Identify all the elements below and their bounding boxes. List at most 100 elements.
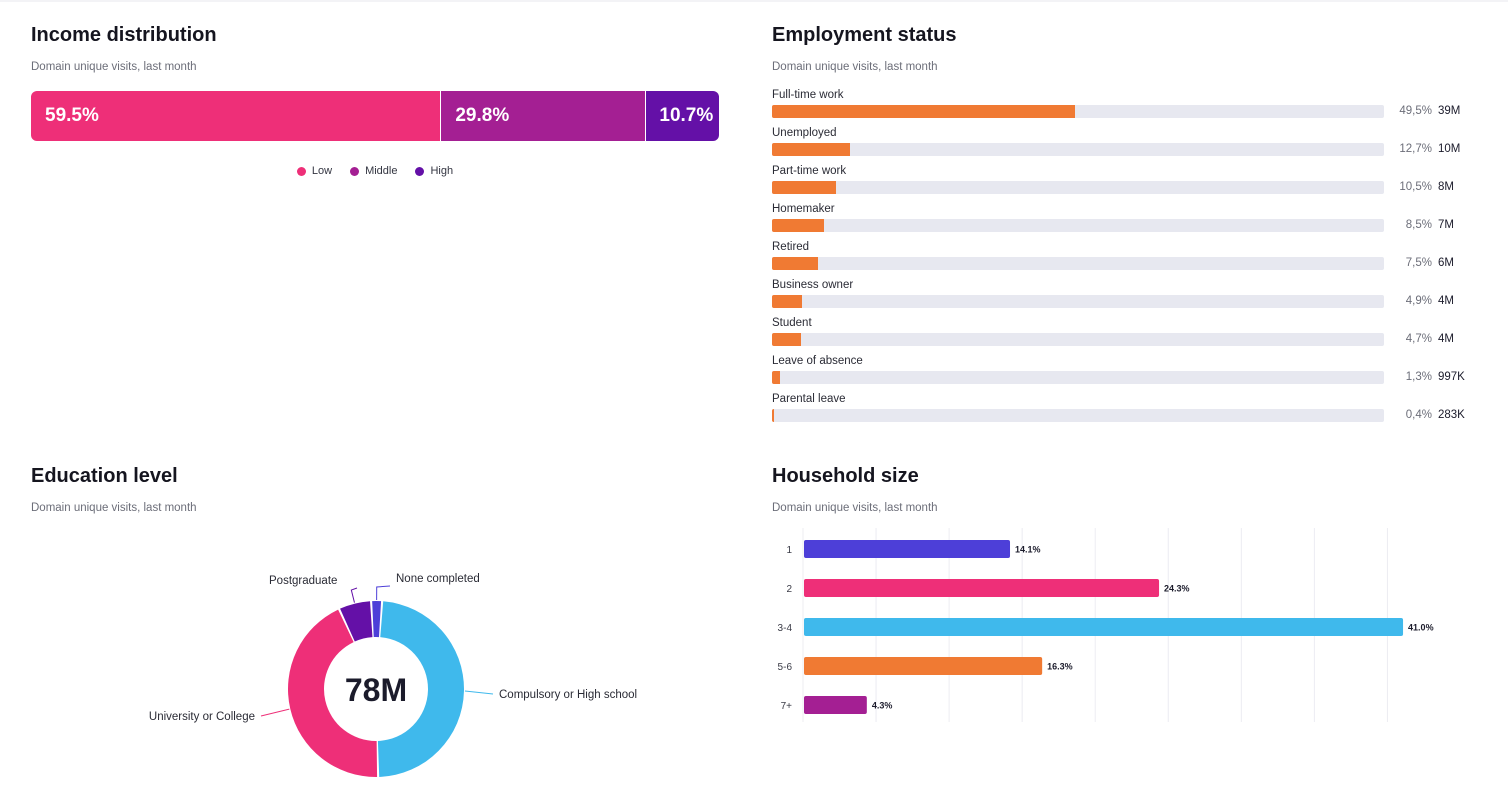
employment-row: Unemployed 12,7% 10M	[772, 126, 1472, 164]
employment-bar	[772, 257, 818, 270]
employment-bar	[772, 409, 775, 422]
employment-bar	[772, 333, 801, 346]
employment-row: Student 4,7% 4M	[772, 316, 1472, 354]
employment-track	[772, 409, 1384, 422]
donut-leader-line	[260, 708, 290, 717]
legend-label: Middle	[365, 165, 398, 177]
employment-row: Retired 7,5% 6M	[772, 240, 1472, 278]
household-bar-2	[804, 579, 1160, 597]
employment-track	[772, 219, 1384, 232]
employment-row: Business owner 4,9% 4M	[772, 278, 1472, 316]
donut-slice-postgraduate	[340, 601, 373, 642]
legend-dot	[296, 166, 306, 176]
donut-label: Postgraduate	[269, 575, 337, 587]
donut-label: Compulsory or High school	[499, 689, 637, 701]
legend-item-high: High	[415, 165, 453, 177]
employment-track	[772, 143, 1384, 156]
employment-row: Leave of absence 1,3% 997K	[772, 354, 1472, 392]
employment-bar	[772, 295, 802, 308]
panel-subtitle: Domain unique visits, last month	[31, 502, 197, 514]
employment-bar	[772, 219, 825, 232]
employment-percent: 1,3%	[1405, 371, 1432, 383]
top-divider	[0, 0, 1508, 2]
household-bar-3-4	[804, 618, 1404, 636]
donut-leader-line	[350, 587, 358, 603]
employment-percent: 12,7%	[1399, 143, 1432, 155]
category-label: 1	[786, 545, 792, 556]
employment-percent: 8,5%	[1405, 219, 1432, 231]
panel-title: Household size	[772, 465, 919, 487]
employment-percent: 7,5%	[1405, 257, 1432, 269]
employment-status-panel: Employment status Domain unique visits, …	[772, 23, 1472, 433]
data-label: 16.3%	[1047, 662, 1073, 672]
employment-count: 4M	[1438, 333, 1454, 345]
employment-label: Part-time work	[772, 165, 847, 177]
donut-slice-none-completed	[372, 601, 382, 638]
panel-subtitle: Domain unique visits, last month	[31, 61, 197, 73]
employment-bar	[772, 105, 1075, 118]
donut-leader-line	[464, 690, 494, 695]
donut-center-total: 78M	[345, 672, 407, 708]
panel-title: Education level	[31, 465, 178, 487]
panel-title: Employment status	[772, 24, 957, 46]
legend-dot	[350, 166, 360, 176]
employment-bar	[772, 143, 850, 156]
data-label: 41.0%	[1408, 623, 1434, 633]
employment-percent: 0,4%	[1405, 409, 1432, 421]
panel-title: Income distribution	[31, 24, 217, 46]
legend-dot	[415, 166, 425, 176]
employment-label: Leave of absence	[772, 355, 863, 367]
employment-track	[772, 333, 1384, 346]
household-bar-5-6	[804, 657, 1043, 675]
category-label: 3-4	[778, 623, 793, 634]
data-label: 4.3%	[872, 701, 893, 711]
employment-percent: 49,5%	[1399, 105, 1432, 117]
donut-label: University or College	[149, 711, 255, 723]
employment-label: Business owner	[772, 279, 854, 291]
employment-count: 6M	[1438, 257, 1454, 269]
employment-bar	[772, 371, 780, 384]
income-distribution-panel: Income distribution Domain unique visits…	[31, 23, 721, 193]
employment-track	[772, 257, 1384, 270]
employment-label: Full-time work	[772, 89, 844, 101]
legend-item-middle: Middle	[350, 165, 397, 177]
employment-track	[772, 181, 1384, 194]
household-size-panel: Household size Domain unique visits, las…	[772, 464, 1472, 794]
donut-slice-university-or-college	[288, 609, 378, 777]
legend-item-low: Low	[296, 165, 333, 177]
category-label: 5-6	[778, 662, 793, 673]
income-stacked-bar: 59.5% 29.8% 10.7%	[31, 91, 719, 141]
household-bar-7+	[804, 696, 867, 714]
donut-label: None completed	[396, 573, 480, 585]
data-label: 14.1%	[1015, 545, 1041, 555]
employment-label: Student	[772, 317, 812, 329]
employment-label: Parental leave	[772, 393, 846, 405]
employment-percent: 4,7%	[1405, 333, 1432, 345]
employment-list: Full-time work 49,5% 39M Unemployed 12,7% 10M…	[772, 88, 1472, 430]
employment-count: 7M	[1438, 219, 1454, 231]
employment-label: Homemaker	[772, 203, 835, 215]
legend-label: Low	[311, 165, 333, 177]
employment-row: Part-time work 10,5% 8M	[772, 164, 1472, 202]
employment-row: Homemaker 8,5% 7M	[772, 202, 1472, 240]
employment-bar	[772, 181, 837, 194]
income-segment-high: 10.7%	[645, 91, 719, 141]
employment-label: Retired	[772, 241, 810, 253]
employment-count: 4M	[1438, 295, 1454, 307]
employment-count: 8M	[1438, 181, 1454, 193]
category-label: 7+	[781, 701, 793, 712]
income-segment-middle: 29.8%	[440, 91, 646, 141]
education-level-panel: Education level Domain unique visits, la…	[31, 464, 721, 794]
employment-track	[772, 371, 1384, 384]
household-bar-chart: 1 14.1% 2 24.3% 3-4 41.0% 5-6 16.3% 7+ 4.3%	[778, 528, 1434, 722]
household-bar-1	[804, 540, 1011, 558]
income-segment-low: 59.5%	[31, 91, 441, 141]
category-label: 2	[786, 584, 792, 595]
panel-subtitle: Domain unique visits, last month	[772, 61, 938, 73]
donut-slice-compulsory-or-high-school	[377, 601, 464, 777]
panel-subtitle: Domain unique visits, last month	[772, 502, 938, 514]
employment-track	[772, 105, 1384, 118]
employment-count: 283K	[1438, 409, 1465, 421]
donut-leader-line	[376, 585, 391, 601]
employment-label: Unemployed	[772, 127, 837, 139]
